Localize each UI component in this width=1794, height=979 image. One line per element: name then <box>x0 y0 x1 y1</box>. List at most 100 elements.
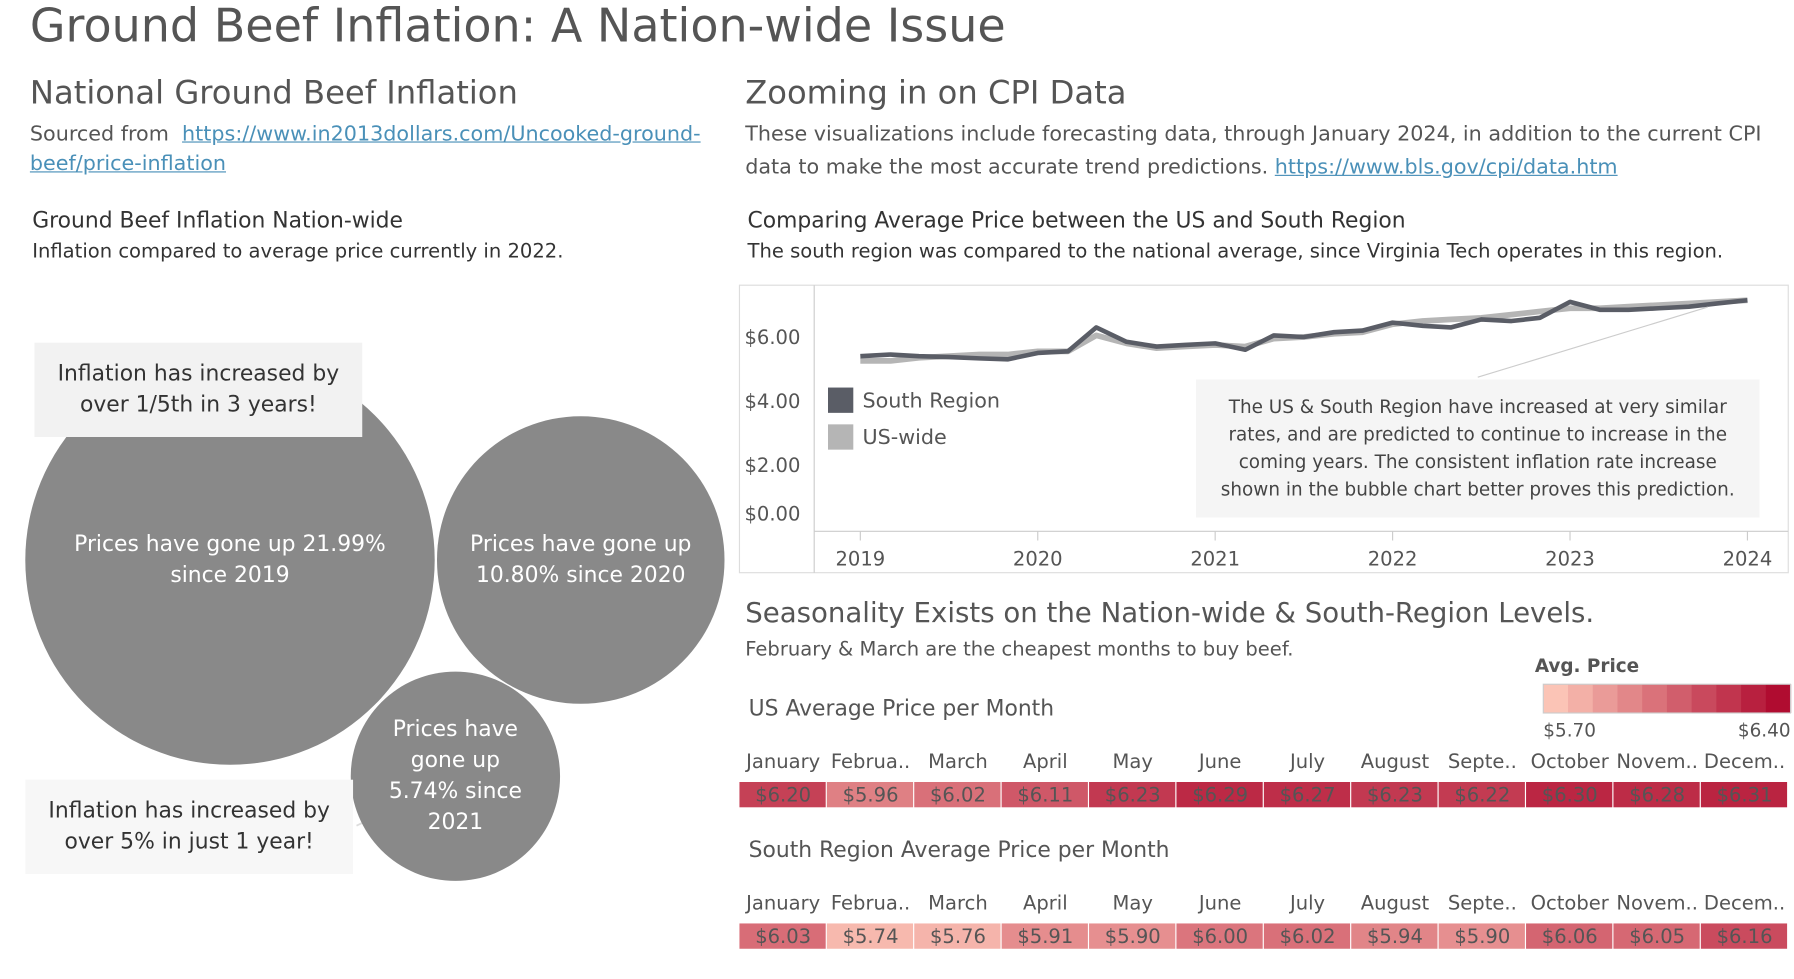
month-label: March <box>928 891 988 914</box>
legend-step <box>1765 684 1792 713</box>
chart-title: US Average Price per Month <box>748 695 1055 722</box>
bubble-label: Prices have gone up 21.99% since 2019 <box>74 531 386 588</box>
month-label: June <box>1197 891 1242 914</box>
legend-step <box>1543 684 1569 713</box>
cell-label: $6.02 <box>1280 925 1336 948</box>
section-subtitle: February & March are the cheapest months… <box>745 638 1294 662</box>
legend-title: Avg. Price <box>1535 656 1639 677</box>
y-tick-label: $6.00 <box>744 326 800 349</box>
annotation: Inflation has increased by over 5% in ju… <box>25 779 354 874</box>
cell-label: $6.05 <box>1629 925 1685 948</box>
month-label: Februa.. <box>831 891 910 914</box>
section-heading: Zooming in on CPI Data <box>745 73 1127 112</box>
legend-swatch <box>828 424 854 450</box>
cell-label: $6.27 <box>1280 783 1336 806</box>
month-label: April <box>1023 891 1068 914</box>
dashboard-title: Ground Beef Inflation: A Nation-wide Iss… <box>29 0 1006 53</box>
heat-cell <box>1438 923 1525 949</box>
chart-title: Comparing Average Price between the US a… <box>747 208 1406 234</box>
month-label: July <box>1288 750 1325 773</box>
cell-label: $6.11 <box>1017 783 1073 806</box>
cell-label: $6.03 <box>755 925 811 948</box>
heat-cell <box>1351 782 1438 808</box>
legend-label: $5.70 <box>1543 720 1596 741</box>
chart-subtitle: Inflation compared to average price curr… <box>32 240 564 264</box>
chart-title: Ground Beef Inflation Nation-wide <box>32 208 404 234</box>
cell-label: $6.00 <box>1192 925 1248 948</box>
month-label: May <box>1113 891 1153 914</box>
section-heading: National Ground Beef Inflation <box>29 73 518 112</box>
heat-cell <box>1700 923 1788 949</box>
month-label: October <box>1531 750 1610 773</box>
legend-step <box>1666 684 1693 713</box>
heat-cell <box>1001 782 1088 808</box>
month-label: Decem.. <box>1704 891 1785 914</box>
chart-frame <box>738 284 1789 574</box>
legend-step <box>1592 684 1619 713</box>
heat-cell <box>1176 782 1263 808</box>
legend-step <box>1617 684 1643 713</box>
month-label: Februa.. <box>831 750 910 773</box>
source-prefix: Sourced from <box>29 121 169 147</box>
heat-cell <box>1351 923 1438 949</box>
month-label: January <box>744 750 820 773</box>
month-label: Septe.. <box>1448 750 1517 773</box>
line-series <box>860 297 1748 362</box>
x-tick-label: 2023 <box>1545 548 1595 571</box>
month-label: Novem.. <box>1616 891 1698 914</box>
cell-label: $6.31 <box>1717 783 1773 806</box>
month-label: July <box>1288 891 1325 914</box>
chart-title: South Region Average Price per Month <box>748 837 1170 863</box>
cpi-link[interactable]: https://www.bls.gov/cpi/data.htm <box>1274 155 1618 180</box>
heat-cell <box>1526 923 1613 949</box>
legend-step <box>1741 684 1767 713</box>
heat-cell <box>1176 923 1263 949</box>
bubble: Prices have gone up 5.74% since 2021 <box>350 671 560 881</box>
heat-cell <box>914 782 1001 808</box>
connector <box>1477 306 1708 378</box>
month-label: May <box>1113 750 1153 773</box>
heat-cell <box>1089 782 1176 808</box>
bubble: Prices have gone up 10.80% since 2020 <box>437 416 725 704</box>
x-tick-label: 2024 <box>1723 548 1773 571</box>
heat-cell <box>1089 923 1176 949</box>
month-label: August <box>1361 750 1430 773</box>
heat-cell <box>1700 782 1788 808</box>
legend-swatch <box>828 387 854 413</box>
month-label: January <box>744 891 820 914</box>
cell-label: $6.16 <box>1717 925 1773 948</box>
source-text: Sourced from https://www.in2013dollars.c… <box>30 120 720 180</box>
bubble-label: Prices have gone up 10.80% since 2020 <box>470 531 692 588</box>
y-tick-label: $2.00 <box>744 454 800 477</box>
cell-label: $5.74 <box>843 925 899 948</box>
bubble-label: Prices have gone up 5.74% since 2021 <box>388 716 522 835</box>
intro-text: These visualizations include forecasting… <box>745 117 1780 184</box>
heat-cell <box>739 782 826 808</box>
legend-step <box>1691 684 1717 713</box>
month-label: August <box>1361 891 1430 914</box>
heat-cell <box>1438 782 1525 808</box>
month-label: Decem.. <box>1704 750 1785 773</box>
x-tick-label: 2021 <box>1190 548 1240 571</box>
cell-label: $6.23 <box>1367 783 1423 806</box>
legend-frame <box>1542 683 1792 714</box>
cell-label: $6.20 <box>755 783 811 806</box>
heat-cell <box>1001 923 1088 949</box>
month-label: April <box>1023 750 1068 773</box>
legend-label: South Region <box>863 388 1001 412</box>
x-tick-label: 2020 <box>1013 548 1063 571</box>
chart-subtitle: The south region was compared to the nat… <box>747 240 1724 264</box>
cell-label: $6.30 <box>1542 783 1598 806</box>
heat-cell <box>1613 782 1700 808</box>
y-tick-label: $0.00 <box>744 503 800 526</box>
legend-label: $6.40 <box>1738 720 1791 741</box>
month-label: Septe.. <box>1448 891 1517 914</box>
legend-step <box>1716 684 1742 713</box>
month-label: June <box>1197 750 1242 773</box>
cell-label: $5.90 <box>1105 925 1161 948</box>
source-link[interactable]: https://www.in2013dollars.com/Uncooked-g… <box>29 121 701 176</box>
heat-cell <box>914 923 1001 949</box>
